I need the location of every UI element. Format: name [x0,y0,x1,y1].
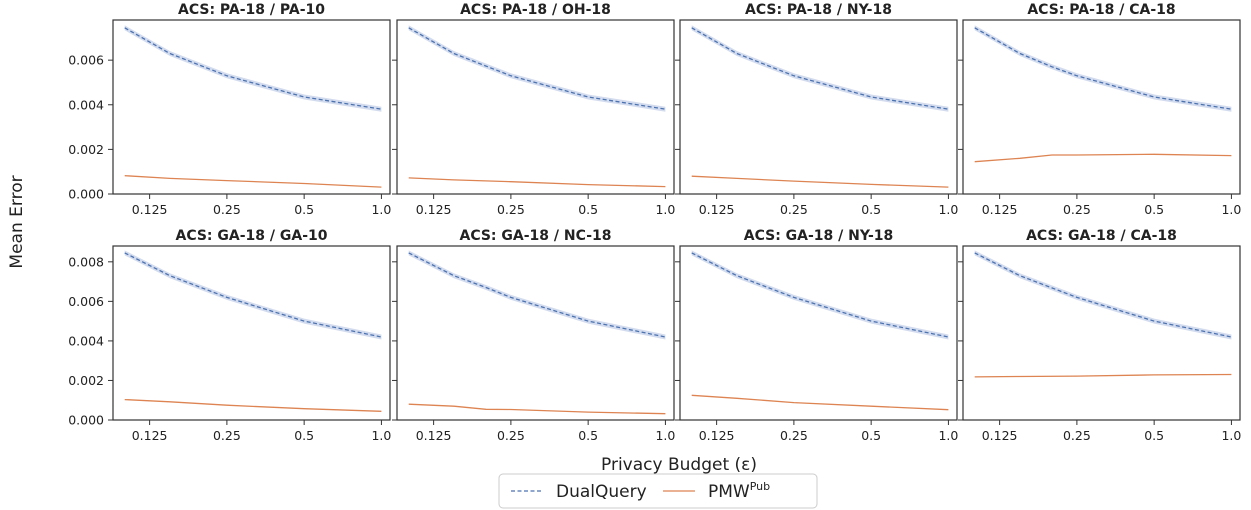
panel-7: ACS: GA-18 / NY-18 0.125 0.25 0.5 1.0 [675,228,958,443]
legend: DualQuery PMWPub [498,473,818,509]
panel-5: ACS: GA-18 / GA-10 0.125 0.25 0.5 1.0 0.000 0.… [68,228,391,443]
panel-frame [112,19,391,195]
x-tick-label: 0.125 [132,428,168,443]
y-tick-label: 0.002 [68,142,104,157]
series-line-pmw [408,403,666,415]
panel-frame [679,19,958,195]
x-tick-label: 1.0 [938,202,958,217]
series-line-dualquery [691,252,949,338]
x-axis-label: Privacy Budget (ε) [601,455,757,475]
x-tick-label: 0.25 [780,202,808,217]
series-line-dualquery [691,27,949,110]
x-tick-label: 0.25 [1063,202,1091,217]
dualquery-confidence-band [124,25,382,112]
x-tick-label: 0.5 [861,428,881,443]
panel-title: ACS: PA-18 / OH-18 [460,2,611,18]
legend-pmw-label-sup: Pub [750,480,770,493]
x-tick-label: 0.125 [416,202,452,217]
x-tick-label: 0.25 [497,428,525,443]
x-tick-label: 1.0 [1221,202,1241,217]
dualquery-confidence-band [691,25,949,112]
panel-frame [962,245,1241,421]
series-line-pmw [691,394,949,411]
x-tick-label: 0.5 [294,428,314,443]
panel-6: ACS: GA-18 / NC-18 0.125 0.25 0.5 1.0 [392,228,675,443]
panel-frame [396,19,675,195]
y-tick-label: 0.006 [68,53,104,68]
panel-frame [396,245,675,421]
y-tick-label: 0.004 [68,97,104,112]
panel-title: ACS: PA-18 / CA-18 [1027,2,1175,18]
series-line-dualquery [124,252,382,338]
x-tick-label: 0.5 [578,428,598,443]
y-axis-label: Mean Error [7,175,27,268]
series-line-dualquery [974,27,1232,110]
panel-title: ACS: GA-18 / NY-18 [744,228,894,244]
panel-frame [112,245,391,421]
x-tick-label: 0.5 [578,202,598,217]
x-tick-label: 0.125 [132,202,168,217]
series-line-pmw [691,175,949,188]
panel-frame [962,19,1241,195]
x-tick-label: 1.0 [938,428,958,443]
dualquery-confidence-band [124,250,382,340]
panel-title: ACS: PA-18 / NY-18 [745,2,892,18]
x-tick-label: 0.125 [982,202,1018,217]
y-tick-label: 0.008 [68,254,104,269]
x-tick-label: 1.0 [371,428,391,443]
series-line-dualquery [974,252,1232,338]
series-line-dualquery [408,252,666,338]
panel-title: ACS: GA-18 / GA-10 [175,228,327,244]
panel-title: ACS: GA-18 / NC-18 [459,228,611,244]
dualquery-confidence-band [408,25,666,112]
series-line-pmw [124,175,382,188]
x-tick-label: 0.25 [1063,428,1091,443]
x-tick-label: 0.5 [1144,202,1164,217]
x-tick-label: 0.25 [213,428,241,443]
panel-8: ACS: GA-18 / CA-18 0.125 0.25 0.5 1.0 [958,228,1241,443]
x-tick-label: 1.0 [1221,428,1241,443]
x-tick-label: 0.125 [699,428,735,443]
x-tick-label: 0.25 [497,202,525,217]
x-tick-label: 0.125 [982,428,1018,443]
x-tick-label: 0.25 [780,428,808,443]
y-tick-label: 0.000 [68,187,104,202]
x-tick-label: 0.25 [213,202,241,217]
x-tick-label: 0.5 [861,202,881,217]
dualquery-confidence-band [691,250,949,340]
series-line-pmw [974,373,1232,378]
legend-pmw-label: PMWPub [708,480,770,502]
series-line-dualquery [408,27,666,110]
panel-2: ACS: PA-18 / OH-18 0.125 0.25 0.5 1.0 [392,2,675,217]
legend-dualquery-label: DualQuery [556,482,647,502]
x-tick-label: 1.0 [655,428,675,443]
dualquery-confidence-band [408,250,666,340]
y-tick-label: 0.006 [68,294,104,309]
x-tick-label: 0.125 [699,202,735,217]
panels: ACS: PA-18 / PA-10 0.125 0.25 0.5 1.0 0.000 0.… [68,2,1241,443]
panel-1: ACS: PA-18 / PA-10 0.125 0.25 0.5 1.0 0.000 0.… [68,2,391,217]
series-line-pmw [124,398,382,412]
series-line-dualquery [124,27,382,110]
x-tick-label: 1.0 [371,202,391,217]
series-line-pmw [408,177,666,188]
panel-frame [679,245,958,421]
y-tick-label: 0.002 [68,373,104,388]
legend-pmw-label-main: PMW [708,482,750,502]
dualquery-confidence-band [974,25,1232,112]
dualquery-confidence-band [974,250,1232,340]
panel-title: ACS: GA-18 / CA-18 [1026,228,1177,244]
x-tick-label: 1.0 [655,202,675,217]
panel-3: ACS: PA-18 / NY-18 0.125 0.25 0.5 1.0 [675,2,958,217]
y-tick-label: 0.004 [68,333,104,348]
y-tick-label: 0.000 [68,413,104,428]
x-tick-label: 0.5 [294,202,314,217]
panel-title: ACS: PA-18 / PA-10 [178,2,325,18]
series-line-pmw [974,153,1232,163]
legend-frame [498,473,818,509]
x-tick-label: 0.125 [416,428,452,443]
x-tick-label: 0.5 [1144,428,1164,443]
panel-4: ACS: PA-18 / CA-18 0.125 0.25 0.5 1.0 [958,2,1241,217]
